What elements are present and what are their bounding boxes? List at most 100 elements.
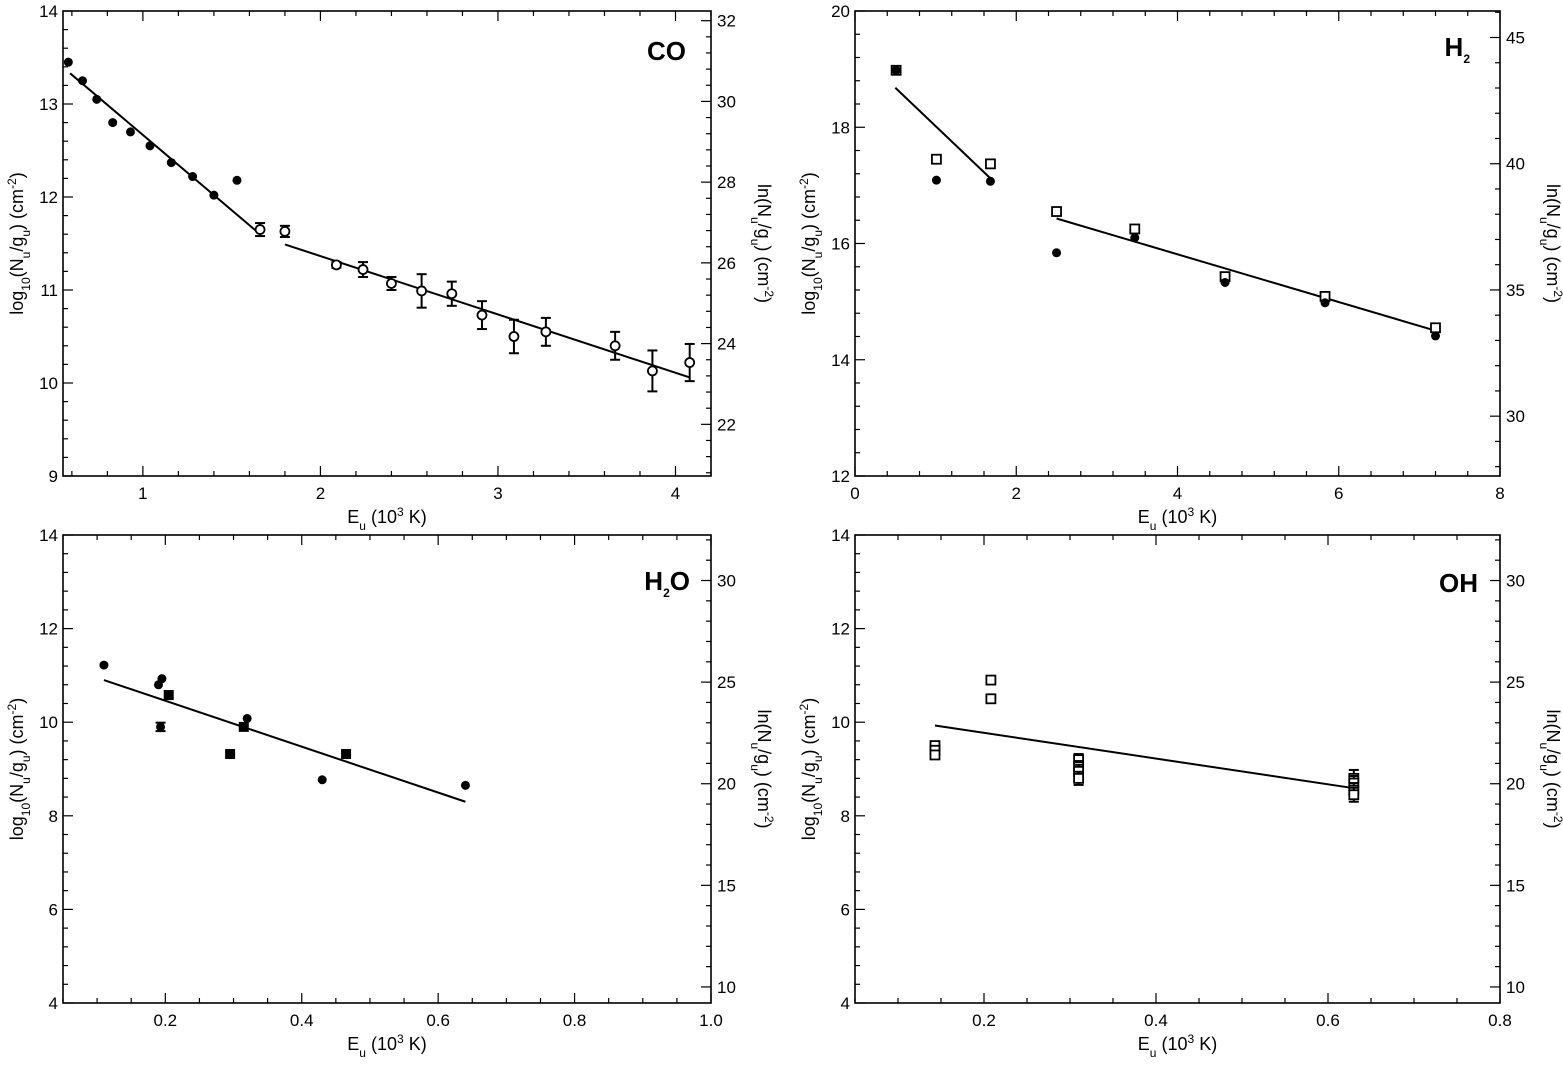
- y-tick-label: 12: [831, 620, 850, 639]
- y-tick-label: 14: [831, 526, 850, 545]
- data-point: [166, 158, 176, 168]
- y2-tick-label: 15: [1506, 876, 1525, 895]
- y-tick-label: 14: [39, 2, 58, 21]
- fit-line: [894, 87, 992, 180]
- x-tick-label: 0.2: [972, 1011, 996, 1030]
- y-axis-label-right: ln(Nu/gu) (cm-2): [748, 184, 776, 303]
- x-axis-label: Eu (103 K): [347, 1032, 426, 1060]
- data-point: [386, 278, 397, 289]
- data-point: [985, 674, 997, 686]
- y-axis-label-right: ln(Nu/gu) (cm-2): [1537, 709, 1563, 828]
- data-point: [156, 722, 166, 732]
- y-tick-label: 10: [39, 713, 58, 732]
- fit-line: [103, 679, 466, 803]
- data-point: [232, 175, 242, 185]
- x-tick-label: 0: [850, 484, 859, 503]
- y-axis-label-right: ln(Nu/gu) (cm-2): [748, 709, 776, 828]
- data-point: [460, 780, 470, 790]
- data-point: [416, 285, 428, 297]
- y2-tick-label: 20: [1506, 775, 1525, 794]
- data-point: [931, 175, 941, 185]
- data-point: [341, 749, 352, 760]
- y2-tick-label: 25: [1506, 673, 1525, 692]
- y-tick-label: 6: [49, 900, 58, 919]
- y-axis-label-left: log10(Nu/gu) (cm-2): [5, 698, 33, 840]
- data-point: [1220, 277, 1230, 287]
- data-point: [225, 749, 236, 760]
- y2-tick-label: 15: [717, 876, 736, 895]
- x-tick-label: 2: [316, 484, 325, 503]
- data-point: [357, 264, 369, 275]
- y2-tick-label: 32: [717, 12, 736, 31]
- plot-frame: [854, 534, 1501, 1004]
- species-label: H2O: [644, 566, 690, 600]
- data-point: [508, 331, 520, 342]
- y2-tick-label: 26: [717, 254, 736, 273]
- x-axis-label: Eu (103 K): [1138, 1032, 1217, 1060]
- data-point: [891, 65, 901, 75]
- y-tick-label: 20: [831, 2, 850, 21]
- plot-frame: [62, 10, 712, 477]
- x-tick-label: 0.8: [563, 1011, 587, 1030]
- y-axis-label-left: log10(Nu/gu) (cm-2): [797, 698, 825, 840]
- y-tick-label: 4: [841, 994, 850, 1013]
- fit-line: [934, 724, 1354, 790]
- plot-frame: [62, 534, 712, 1004]
- x-axis-label: Eu (103 K): [1138, 505, 1217, 533]
- y-tick-label: 4: [49, 994, 58, 1013]
- data-point: [1051, 206, 1062, 217]
- y2-tick-label: 20: [717, 775, 736, 794]
- chart-panel-oh: 0.2 0.4 0.6 0.8 4 6 8 10 12 14 10 15 20 25 30 log10(Nu/…: [797, 526, 1563, 1060]
- data-point: [63, 57, 73, 67]
- data-point: [985, 693, 997, 705]
- y2-tick-label: 10: [1506, 978, 1525, 997]
- y2-tick-label: 22: [717, 415, 736, 434]
- x-tick-label: 4: [1173, 484, 1182, 503]
- species-label: OH: [1439, 568, 1478, 598]
- y-tick-label: 9: [49, 467, 58, 486]
- data-point: [99, 660, 109, 670]
- data-point: [1129, 223, 1141, 235]
- data-point: [157, 674, 167, 684]
- data-point: [1320, 298, 1330, 308]
- data-point: [1073, 772, 1084, 784]
- data-point: [931, 153, 942, 165]
- y-tick-label: 12: [39, 620, 58, 639]
- x-tick-label: 4: [671, 484, 680, 503]
- y-tick-label: 14: [831, 351, 850, 370]
- data-point: [609, 340, 621, 352]
- data-point: [1130, 233, 1140, 243]
- y-tick-label: 18: [831, 118, 850, 137]
- data-point: [108, 118, 118, 128]
- y-tick-label: 16: [831, 235, 850, 254]
- x-tick-label: 0.2: [153, 1011, 177, 1030]
- x-tick-label: 6: [1334, 484, 1343, 503]
- x-tick-label: 1: [138, 484, 147, 503]
- x-tick-label: 0.4: [290, 1011, 314, 1030]
- fit-line: [284, 243, 691, 379]
- y2-tick-label: 25: [717, 673, 736, 692]
- chart-panel-h2o: 0.2 0.4 0.6 0.8 1.0 4 6 8 10 12 14 10 15 20 25 30 log10(…: [5, 526, 776, 1060]
- x-tick-label: 8: [1495, 484, 1504, 503]
- data-point: [1431, 331, 1440, 341]
- y-tick-label: 10: [39, 374, 58, 393]
- y2-tick-label: 30: [1506, 572, 1525, 591]
- y2-tick-label: 10: [717, 978, 736, 997]
- y-tick-label: 10: [831, 713, 850, 732]
- data-point: [1052, 248, 1062, 258]
- y-tick-label: 8: [49, 807, 58, 826]
- x-tick-label: 3: [493, 484, 502, 503]
- data-point: [209, 190, 219, 200]
- x-tick-label: 0.4: [1144, 1011, 1168, 1030]
- data-point: [647, 365, 658, 377]
- data-point: [279, 226, 291, 237]
- data-point: [985, 176, 995, 186]
- data-point: [331, 259, 342, 271]
- data-point: [1430, 322, 1441, 334]
- fit-line: [69, 72, 261, 235]
- data-point: [125, 127, 135, 137]
- data-point: [78, 76, 88, 86]
- y-tick-label: 12: [39, 188, 58, 207]
- species-label: H2: [1445, 32, 1471, 66]
- data-point: [163, 690, 174, 701]
